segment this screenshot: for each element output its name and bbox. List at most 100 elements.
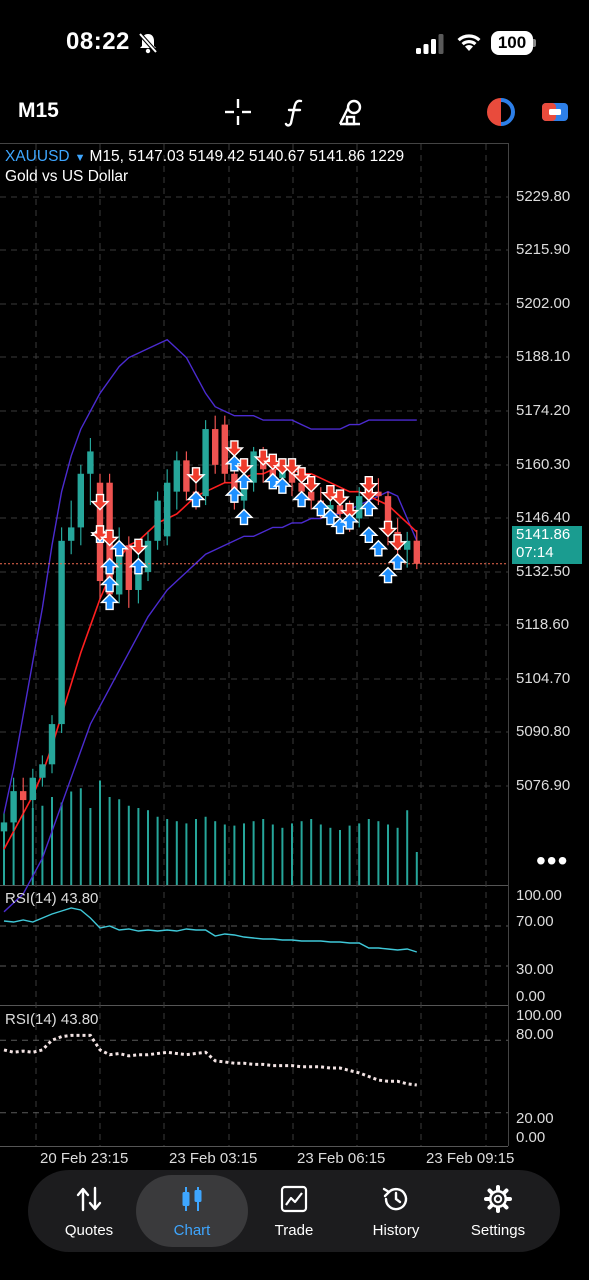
buy-arrow-icon bbox=[99, 575, 120, 593]
wifi-icon bbox=[457, 34, 481, 51]
candle-body bbox=[77, 473, 84, 528]
candle-body bbox=[116, 545, 123, 595]
buy-arrow-icon bbox=[359, 526, 379, 544]
current-price-tag: 5141.86 07:14 bbox=[512, 526, 582, 564]
bollinger-upper-line bbox=[3, 338, 417, 814]
price-label: 5090.80 bbox=[516, 723, 571, 740]
buy-arrow-icon bbox=[368, 539, 389, 557]
price-label: 5104.70 bbox=[516, 670, 571, 687]
buy-arrow-icon bbox=[339, 512, 360, 530]
silent-bell-icon bbox=[138, 32, 158, 54]
sell-arrow-icon bbox=[90, 493, 110, 511]
one-click-trade-icon[interactable] bbox=[539, 96, 571, 128]
buy-arrow-icon bbox=[99, 593, 120, 611]
ohlc-info: M15, 5147.03 5149.42 5140.67 5141.86 122… bbox=[89, 148, 405, 165]
rsi-indicator-label: RSI(14) 43.80 bbox=[5, 1011, 99, 1028]
candle-body bbox=[125, 545, 132, 590]
buy-arrow-icon bbox=[359, 499, 379, 517]
nav-settings[interactable]: Settings bbox=[446, 1184, 550, 1239]
buy-arrow-icon bbox=[387, 553, 408, 570]
chart-icon bbox=[182, 1187, 202, 1211]
buy-arrow-icon bbox=[99, 557, 120, 575]
sell-arrow-icon bbox=[387, 534, 408, 551]
candle-body bbox=[384, 496, 392, 532]
candle-body bbox=[240, 482, 248, 501]
price-label: 5146.40 bbox=[516, 509, 571, 526]
candle-body bbox=[356, 496, 363, 519]
price-label: 5174.20 bbox=[516, 402, 571, 419]
objects-icon[interactable] bbox=[334, 96, 366, 128]
symbol-name[interactable]: XAUUSD bbox=[5, 148, 70, 165]
status-time: 08:22 bbox=[66, 28, 130, 55]
rsi-level-label: 100.00 bbox=[516, 1007, 562, 1024]
nav-history[interactable]: History bbox=[344, 1184, 448, 1239]
time-label: 23 Feb 09:15 bbox=[426, 1150, 515, 1167]
instrument-description: Gold vs US Dollar bbox=[5, 168, 129, 185]
sell-arrow-icon bbox=[301, 476, 321, 493]
timeframe-selector[interactable]: M15 bbox=[18, 99, 59, 122]
time-label: 23 Feb 03:15 bbox=[169, 1150, 258, 1167]
candle-body bbox=[202, 429, 209, 497]
nav-label: Quotes bbox=[64, 1222, 114, 1239]
nav-label: Settings bbox=[470, 1222, 526, 1239]
sell-arrow-icon bbox=[359, 476, 379, 493]
rsi-level-label: 100.00 bbox=[516, 887, 562, 904]
candle-body bbox=[221, 424, 228, 474]
candle-body bbox=[336, 505, 344, 514]
rsi-level-label: 0.00 bbox=[516, 988, 546, 1005]
price-label: 5160.30 bbox=[516, 456, 571, 473]
nav-label: History bbox=[372, 1222, 420, 1239]
candle-body bbox=[154, 500, 161, 541]
battery-icon: 100 bbox=[491, 31, 533, 55]
nav-chart[interactable]: Chart bbox=[140, 1184, 244, 1239]
sell-arrow-icon bbox=[224, 440, 245, 457]
time-label: 23 Feb 06:15 bbox=[297, 1150, 386, 1167]
price-label: 5202.00 bbox=[516, 295, 571, 312]
buy-arrow-icon bbox=[234, 472, 254, 490]
indicator-f-icon[interactable] bbox=[279, 96, 311, 128]
trade-mode-icon[interactable] bbox=[485, 96, 517, 128]
price-label: 5188.10 bbox=[516, 348, 571, 365]
moving-average-line bbox=[3, 468, 418, 850]
buy-arrow-icon bbox=[128, 557, 149, 575]
sell-arrow-icon bbox=[330, 489, 350, 507]
rsi-dotted-line bbox=[3, 1033, 417, 1087]
rsi-level-label: 0.00 bbox=[516, 1129, 546, 1146]
nav-label: Chart bbox=[173, 1222, 211, 1239]
battery-cap bbox=[533, 39, 536, 47]
active-tab-highlight bbox=[136, 1175, 248, 1247]
bar-countdown: 07:14 bbox=[516, 544, 554, 561]
candle-body bbox=[288, 469, 296, 483]
buy-arrow-icon bbox=[291, 490, 312, 508]
rsi-indicator-label: RSI(14) 43.80 bbox=[5, 890, 99, 907]
more-options-icon[interactable]: ••• bbox=[536, 845, 569, 876]
sell-arrow-icon bbox=[234, 458, 254, 475]
symbol-dropdown-icon[interactable]: ▼ bbox=[74, 152, 86, 164]
trade-icon bbox=[280, 1185, 308, 1213]
candle-body bbox=[327, 505, 334, 510]
crosshair-icon[interactable] bbox=[222, 96, 254, 128]
price-label: 5118.60 bbox=[516, 616, 570, 633]
chart-canvas[interactable] bbox=[0, 0, 589, 1170]
candle-body bbox=[212, 429, 219, 465]
price-label: 5215.90 bbox=[516, 241, 571, 258]
nav-quotes[interactable]: Quotes bbox=[37, 1184, 141, 1239]
candle-body bbox=[87, 451, 94, 474]
candle-body bbox=[144, 540, 152, 573]
symbol-info: XAUUSD ▼ M15, 5147.03 5149.42 5140.67 5141… bbox=[5, 148, 404, 166]
candle-body bbox=[48, 724, 56, 765]
candle-body bbox=[58, 540, 65, 725]
candle-body bbox=[29, 777, 36, 801]
rsi-level-label: 30.00 bbox=[516, 961, 554, 978]
candle-body bbox=[250, 451, 257, 483]
candle-body bbox=[164, 482, 171, 537]
candle-body bbox=[404, 540, 411, 550]
buy-arrow-icon bbox=[234, 508, 254, 526]
current-price: 5141.86 bbox=[516, 526, 571, 543]
nav-trade[interactable]: Trade bbox=[242, 1184, 346, 1239]
candle-body bbox=[183, 460, 190, 492]
candle-body bbox=[173, 460, 180, 492]
rsi-line bbox=[3, 907, 418, 953]
sell-arrow-icon bbox=[186, 467, 206, 484]
candle-body bbox=[39, 764, 46, 778]
